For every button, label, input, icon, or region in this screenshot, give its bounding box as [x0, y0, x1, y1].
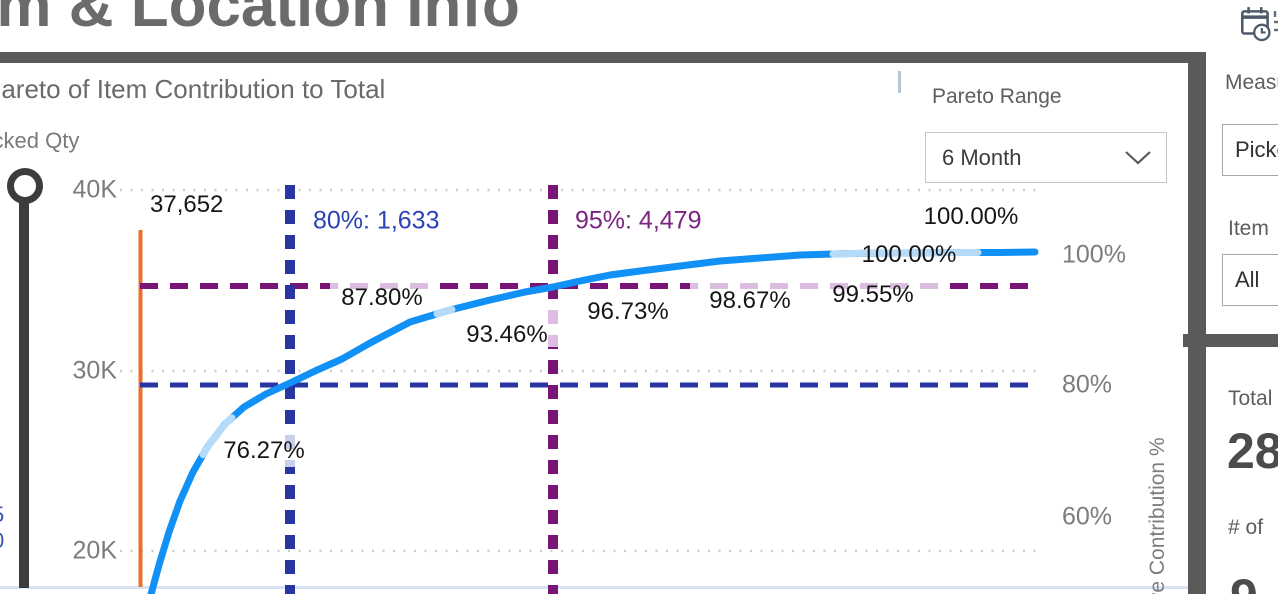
chart-bottom-edge	[0, 586, 1188, 589]
item-dropdown-value: All	[1235, 267, 1260, 292]
visual-frame-top	[0, 52, 1206, 63]
data-label: 100.00%	[861, 241, 957, 268]
pareto-range-value: 6 Month	[942, 144, 1022, 170]
measure-dropdown[interactable]: Picked Qty	[1222, 124, 1278, 176]
y-axis-tick-left: 40K	[72, 175, 117, 204]
threshold-label: 80%: 1,633	[313, 206, 440, 235]
side-panel-divider	[1183, 334, 1278, 347]
bar-value-label: 37,652	[150, 191, 224, 218]
clipped-glyph: 0	[0, 528, 6, 554]
cumulative-line-light-segment	[199, 414, 236, 459]
data-label: 98.67%	[709, 287, 791, 314]
y-axis-tick-left: 20K	[72, 536, 117, 565]
clipped-text-fragment: 50	[0, 502, 6, 554]
chevron-down-icon	[1125, 150, 1151, 164]
pareto-plot	[120, 185, 1040, 594]
vertical-slider-handle[interactable]	[7, 168, 43, 204]
threshold-label: 95%: 4,479	[575, 206, 702, 235]
vertical-slider-track[interactable]	[19, 198, 29, 588]
y-axis-tick-right: 60%	[1062, 502, 1113, 531]
kpi-count-label: # of	[1228, 516, 1264, 539]
right-axis-title: Cumulative Contribution %	[1146, 437, 1169, 594]
clipped-glyph: 5	[0, 502, 6, 528]
kpi-count-value: 9	[1230, 568, 1258, 594]
scrollbar-remnant	[898, 71, 901, 93]
measure-label: Measure	[1225, 71, 1278, 94]
measure-dropdown-value: Picked Qty	[1235, 137, 1278, 162]
cumulative-line-light-segment	[433, 306, 456, 318]
y-axis-tick-right: 80%	[1062, 370, 1113, 399]
item-dropdown[interactable]: All	[1222, 254, 1278, 306]
calendar-clock-icon[interactable]	[1238, 5, 1274, 43]
visual-frame-right	[1188, 52, 1206, 594]
data-label: 99.55%	[832, 281, 914, 308]
clipped-toolbar-icon[interactable]	[1273, 8, 1278, 36]
kpi-total-value: 28	[1227, 423, 1278, 479]
left-axis-title: Picked Qty	[0, 128, 80, 153]
data-label: 93.46%	[466, 321, 548, 348]
item-label: Item	[1228, 217, 1269, 240]
y-axis-tick-right: 100%	[1062, 240, 1126, 269]
pareto-range-label: Pareto Range	[932, 85, 1062, 108]
page-title: Item & Location Info	[0, 0, 520, 40]
data-label: 100.00%	[923, 203, 1019, 230]
data-label: 96.73%	[587, 298, 669, 325]
chart-title: Pareto of Item Contribution to Total	[0, 74, 386, 104]
pareto-range-dropdown[interactable]: 6 Month	[925, 132, 1167, 183]
data-label: 87.80%	[341, 284, 423, 311]
data-label: 76.27%	[223, 437, 305, 464]
y-axis-tick-left: 30K	[72, 356, 117, 385]
kpi-total-label: Total	[1228, 387, 1273, 410]
cumulative-line-light-segment	[829, 249, 982, 258]
